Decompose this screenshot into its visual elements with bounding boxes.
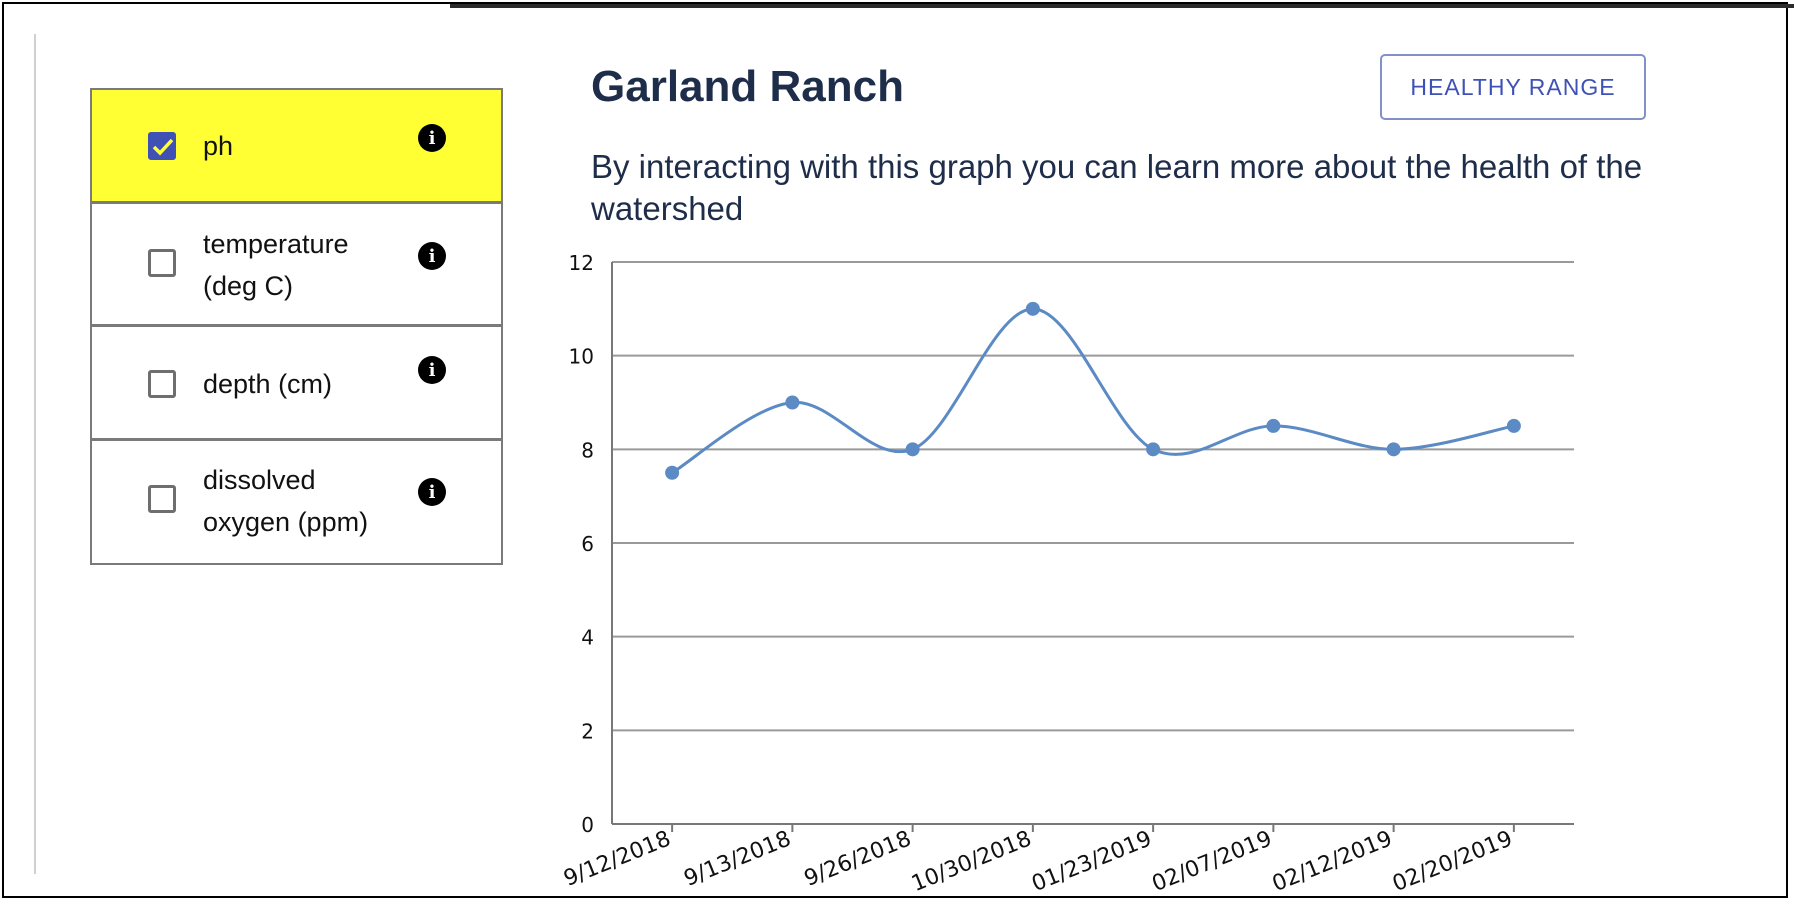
checkbox[interactable] bbox=[148, 370, 176, 398]
x-tick-label: 9/13/2018 bbox=[681, 826, 795, 891]
page-title: Garland Ranch bbox=[591, 62, 904, 111]
window-top-border bbox=[450, 4, 1794, 8]
parameter-checklist: ph i temperature (deg C) i depth (cm) i … bbox=[90, 88, 503, 565]
y-tick-label: 4 bbox=[581, 626, 594, 650]
data-point[interactable] bbox=[785, 395, 800, 410]
info-icon[interactable]: i bbox=[418, 242, 446, 270]
x-tick-label: 02/07/2019 bbox=[1149, 826, 1276, 897]
parameter-label: ph bbox=[203, 131, 234, 161]
checkbox[interactable] bbox=[148, 249, 176, 277]
data-point[interactable] bbox=[905, 442, 920, 457]
x-tick-label: 02/12/2019 bbox=[1269, 826, 1396, 897]
checkbox[interactable] bbox=[148, 131, 176, 160]
healthy-range-button[interactable]: HEALTHY RANGE bbox=[1380, 54, 1646, 120]
y-tick-label: 6 bbox=[581, 532, 594, 556]
y-tick-label: 10 bbox=[569, 345, 594, 369]
y-tick-label: 8 bbox=[581, 438, 594, 462]
parameter-label: depth (cm) bbox=[203, 369, 333, 399]
x-tick-label: 9/26/2018 bbox=[801, 826, 915, 891]
page-subtitle: By interacting with this graph you can l… bbox=[591, 148, 1643, 227]
data-point[interactable] bbox=[1025, 301, 1040, 316]
data-point[interactable] bbox=[1146, 442, 1161, 457]
parameter-depth[interactable]: depth (cm) i bbox=[92, 327, 501, 441]
parameter-temperature[interactable]: temperature (deg C) i bbox=[92, 204, 501, 327]
data-point[interactable] bbox=[1506, 418, 1521, 433]
parameter-label: temperature (deg C) bbox=[203, 229, 349, 301]
parameter-label: dissolved oxygen (ppm) bbox=[203, 465, 369, 537]
checkmark-icon bbox=[152, 138, 174, 156]
x-tick-label: 9/12/2018 bbox=[560, 826, 674, 891]
checkbox[interactable] bbox=[148, 485, 176, 513]
y-tick-label: 0 bbox=[581, 813, 594, 837]
y-tick-label: 2 bbox=[581, 719, 594, 743]
parameter-dissolved-oxygen[interactable]: dissolved oxygen (ppm) i bbox=[92, 441, 501, 563]
divider bbox=[34, 34, 36, 874]
x-tick-label: 02/20/2019 bbox=[1389, 826, 1516, 897]
x-tick-label: 10/30/2018 bbox=[908, 826, 1035, 897]
data-point[interactable] bbox=[665, 465, 680, 480]
parameter-ph[interactable]: ph i bbox=[92, 90, 501, 204]
data-point[interactable] bbox=[1266, 418, 1281, 433]
info-icon[interactable]: i bbox=[418, 124, 446, 152]
series-line bbox=[671, 307, 1515, 475]
ph-line-chart[interactable]: 0 2 4 6 8 10 12 9/12/2018 9/13/2018 9/26/201810/3… bbox=[554, 244, 1594, 904]
y-tick-label: 12 bbox=[569, 251, 594, 275]
x-tick-label: 01/23/2019 bbox=[1028, 826, 1155, 897]
info-icon[interactable]: i bbox=[418, 356, 446, 384]
info-icon[interactable]: i bbox=[418, 478, 446, 506]
data-point[interactable] bbox=[1386, 442, 1401, 457]
